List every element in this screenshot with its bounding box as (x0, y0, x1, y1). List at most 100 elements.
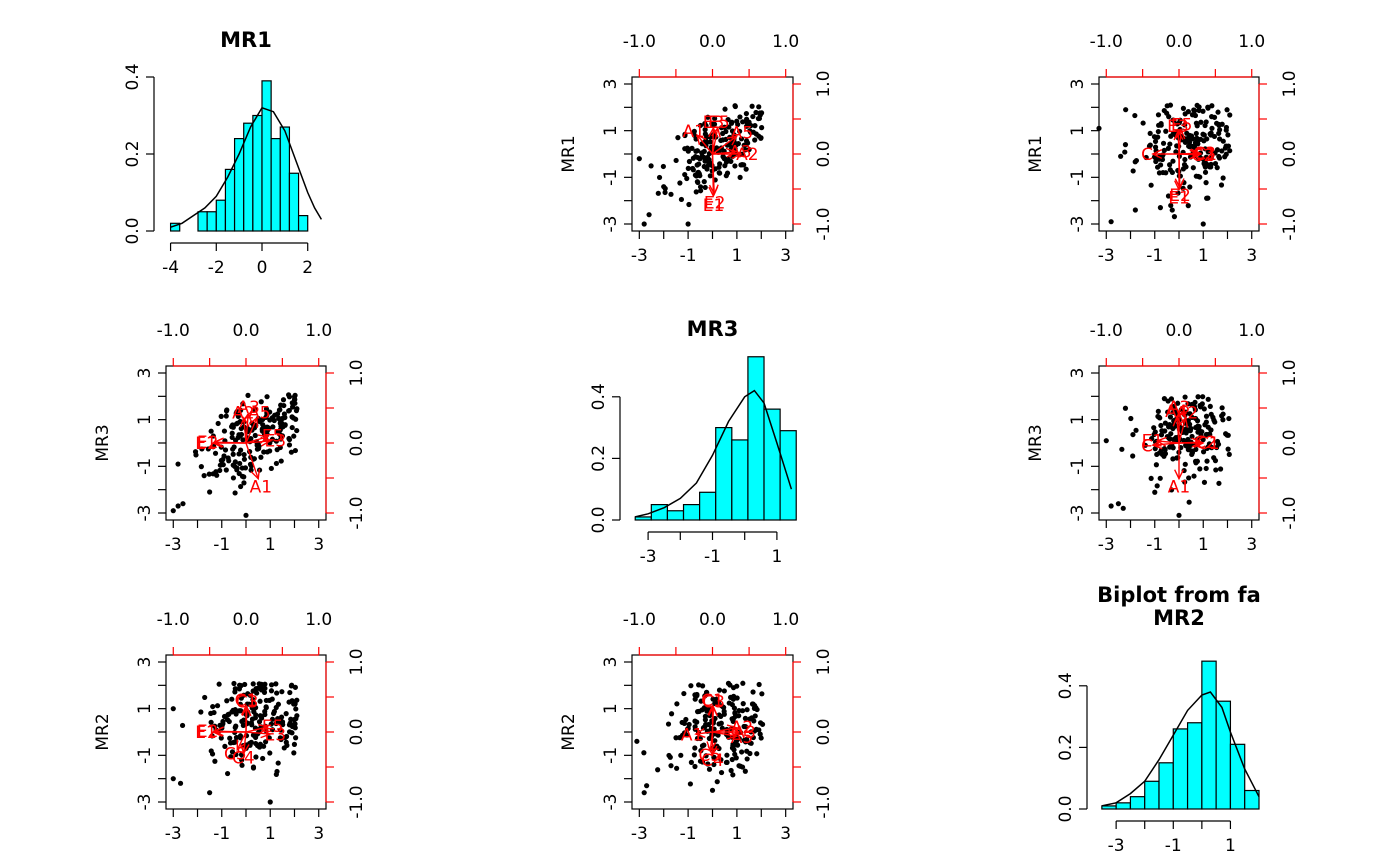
score-point (277, 407, 283, 413)
score-point (232, 707, 238, 713)
score-point (224, 407, 230, 413)
score-point (752, 713, 758, 719)
score-point (1182, 156, 1188, 163)
score-point (238, 752, 245, 758)
score-point (698, 188, 704, 194)
x-tick-label: -2 (208, 258, 225, 278)
histogram-title: MR2 (1153, 606, 1205, 630)
score-point (716, 721, 722, 727)
score-point (1155, 408, 1161, 414)
score-point (275, 760, 281, 766)
x-tick-label: -3 (631, 246, 648, 266)
score-point (218, 457, 224, 464)
score-point (1167, 162, 1173, 168)
score-point (223, 467, 229, 473)
score-point (756, 681, 762, 688)
score-point (721, 156, 727, 162)
score-point (1115, 501, 1121, 507)
score-point (1180, 166, 1187, 172)
panel-1-1: MR3 -3 -1 1 0.0 0.2 0.4 (589, 317, 797, 567)
score-point (688, 683, 694, 689)
score-point (699, 154, 705, 160)
score-point (1122, 142, 1129, 148)
histogram-bar (699, 491, 717, 521)
score-point (1200, 436, 1206, 442)
loading-arrowhead (1155, 436, 1167, 447)
y-tick-label: 3 (601, 657, 621, 668)
score-point (1175, 190, 1181, 196)
score-point (238, 708, 244, 714)
score-point (248, 739, 254, 745)
loading-label: E2 (704, 194, 726, 214)
score-point (1226, 415, 1232, 422)
panel-2-2: MR2 -3 -1 1 0.0 0.2 0.4 (1056, 606, 1260, 856)
x-tick-label: 3 (1246, 535, 1257, 555)
score-point (1122, 149, 1128, 155)
loading-arrow (711, 153, 715, 194)
score-point (718, 757, 724, 763)
histogram-bar (215, 199, 227, 232)
loading-arrow (1178, 417, 1187, 444)
score-point (696, 682, 702, 688)
x-tick-label: -3 (631, 824, 648, 844)
loading-right-label: 0.0 (814, 140, 834, 167)
loading-top-label: 1.0 (305, 610, 332, 630)
score-point (702, 717, 708, 723)
score-point (742, 715, 748, 721)
score-point (758, 735, 764, 741)
loading-label: E1 (195, 434, 217, 454)
score-point (705, 114, 711, 120)
score-point (1152, 138, 1159, 145)
score-point (725, 680, 732, 686)
score-point (241, 480, 247, 486)
score-point (293, 735, 299, 741)
score-point (1189, 433, 1195, 440)
score-point (675, 134, 681, 141)
score-point (721, 688, 727, 694)
score-point (1161, 396, 1167, 402)
score-point (209, 751, 216, 757)
score-point (694, 693, 700, 699)
score-point (238, 483, 244, 490)
score-point (753, 726, 759, 732)
score-point (253, 754, 259, 760)
loading-right-label: 0.0 (1280, 429, 1300, 456)
loading-arrow (245, 440, 271, 444)
score-point (1152, 446, 1158, 452)
score-point (236, 686, 243, 692)
score-point (1130, 168, 1136, 174)
loading-right-label: 1.0 (347, 648, 367, 675)
score-point (1218, 182, 1225, 188)
score-point (678, 196, 685, 203)
score-point (678, 752, 684, 758)
score-point (286, 408, 292, 414)
score-point (703, 753, 709, 759)
score-point (1195, 394, 1201, 400)
loading-right-label: 0.0 (347, 718, 367, 745)
score-point (1201, 479, 1208, 485)
loading-arrowhead (725, 147, 737, 158)
score-point (1205, 104, 1211, 110)
score-point (258, 399, 264, 405)
score-point (737, 128, 743, 134)
loading-arrowhead (706, 741, 717, 753)
score-point (740, 119, 746, 125)
score-point (711, 121, 718, 127)
histogram-bar (666, 510, 685, 521)
score-point (232, 689, 238, 695)
score-point (1220, 417, 1226, 423)
score-point (1103, 438, 1109, 444)
score-point (222, 743, 228, 749)
score-point (289, 424, 295, 431)
score-point (759, 691, 765, 697)
y-tick-label: 1 (601, 125, 621, 136)
x-tick-label: -3 (165, 824, 182, 844)
score-point (1163, 128, 1169, 134)
y-tick-label: 0.4 (589, 383, 609, 410)
score-point (1149, 436, 1155, 442)
histogram-bar (1129, 796, 1146, 810)
x-tick-label: 3 (1246, 246, 1257, 266)
score-point (1224, 107, 1230, 113)
score-point (685, 148, 691, 154)
y-tick-label: -3 (1068, 505, 1088, 522)
